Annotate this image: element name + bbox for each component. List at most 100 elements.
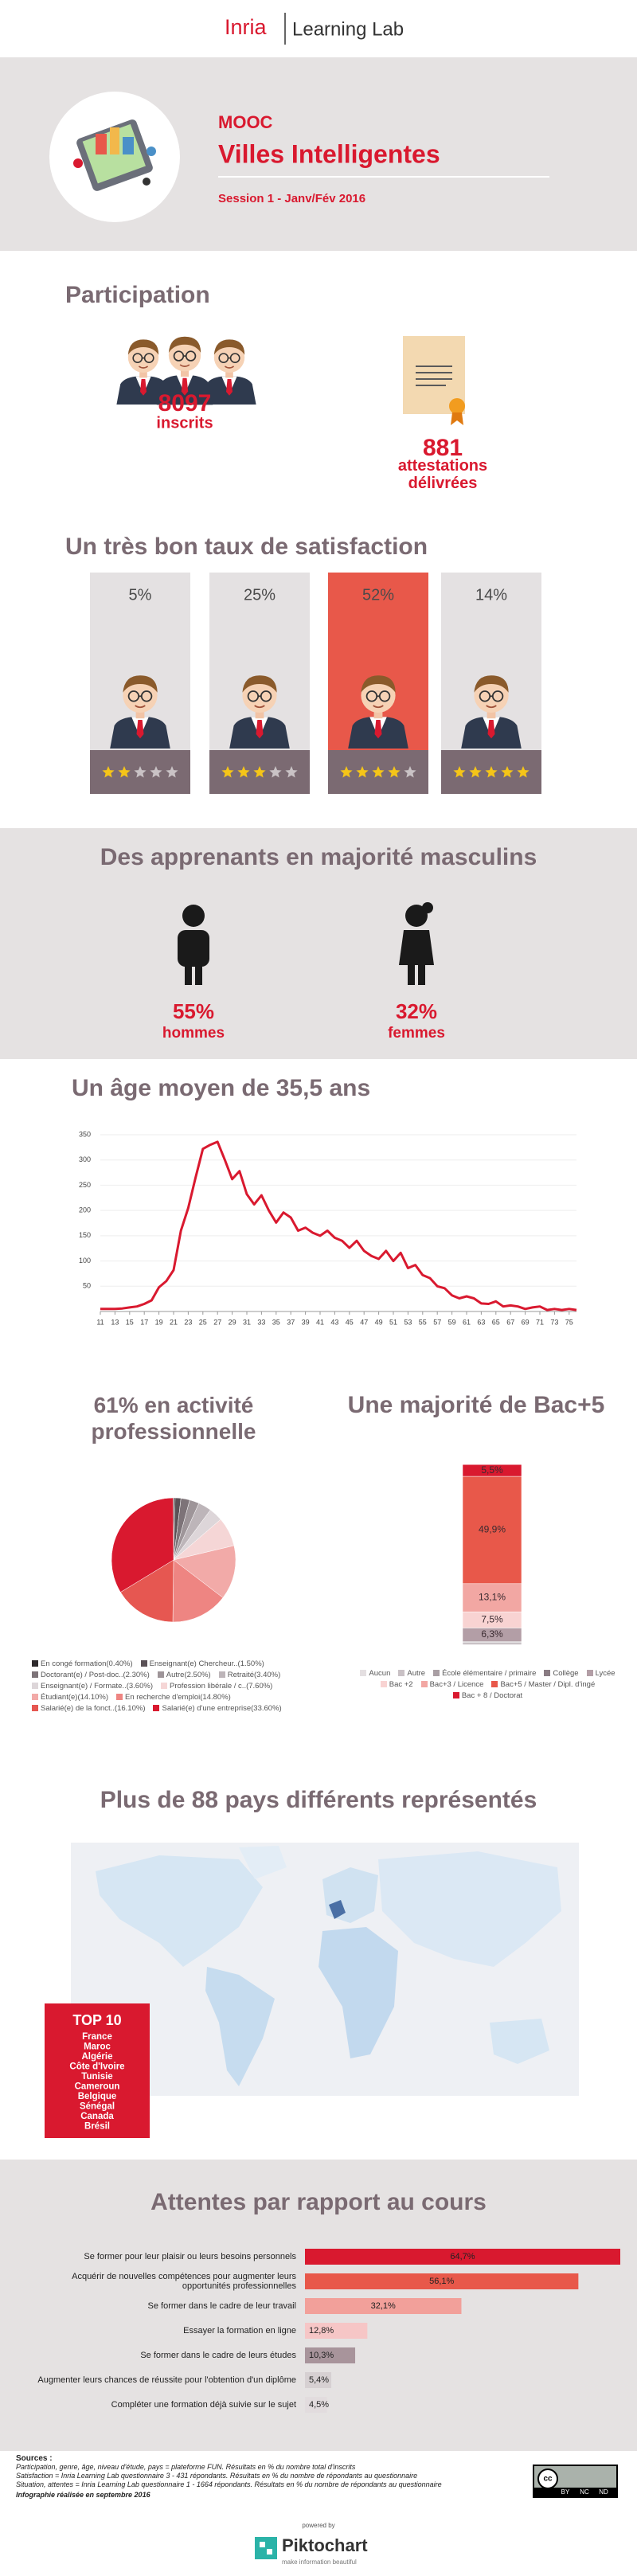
gender-value: 55% — [173, 999, 214, 1023]
bar — [305, 2273, 579, 2289]
x-tick-label: 75 — [565, 1318, 573, 1326]
section-title: Attentes par rapport au cours — [150, 2189, 487, 2215]
head — [405, 905, 428, 927]
legend-item: Bac + 8 / Doctorat — [452, 1691, 522, 1700]
x-tick-label: 39 — [302, 1318, 310, 1326]
bar-segment — [462, 1642, 522, 1645]
section-title: Participation — [65, 282, 210, 308]
x-tick-label: 33 — [257, 1318, 265, 1326]
x-tick-label: 21 — [170, 1318, 178, 1326]
piktochart-tagline: make information beautiful — [282, 2558, 357, 2566]
star-rating — [102, 766, 178, 778]
bar-segment — [462, 1464, 522, 1477]
legend-item: Autre — [398, 1669, 425, 1678]
pie-slice — [111, 1497, 174, 1593]
legend-item: Enseignant(e) / Formate..(3.60%) — [32, 1682, 153, 1691]
pie-slice — [173, 1545, 236, 1598]
x-tick-label: 71 — [536, 1318, 544, 1326]
x-tick-label: 63 — [477, 1318, 485, 1326]
bar-label: Se former dans le cadre de leurs études — [140, 2351, 296, 2360]
legend-swatch — [452, 1692, 459, 1698]
country-name: Cameroun — [75, 2082, 120, 2092]
value-label: 32,1% — [371, 2301, 396, 2311]
star — [166, 766, 178, 778]
piktochart-logo — [255, 2537, 277, 2559]
star — [453, 766, 466, 778]
dress — [399, 930, 434, 965]
x-tick-label: 15 — [126, 1318, 134, 1326]
brand: Inria — [225, 15, 268, 39]
bar-label: Essayer la formation en ligne — [183, 2326, 296, 2336]
segment-label: 49,9% — [479, 1524, 506, 1535]
legend-label: Enseignant(e) Chercheur..(1.50%) — [149, 1659, 264, 1668]
legend-item: Bac +2 — [380, 1680, 413, 1689]
x-tick-label: 67 — [506, 1318, 514, 1326]
legend-label: Enseignant(e) / Formate..(3.60%) — [41, 1682, 153, 1691]
x-tick-label: 13 — [111, 1318, 119, 1326]
value-label: 5,4% — [309, 2375, 329, 2385]
legend-label: Lycée — [595, 1669, 616, 1678]
legend-swatch — [160, 1683, 167, 1689]
legend-label: Retraité(3.40%) — [227, 1671, 281, 1679]
satisfaction-label: 25% — [244, 586, 276, 604]
legend-item: En recherche d'emploi(14.80%) — [116, 1693, 231, 1702]
x-tick-label: 31 — [243, 1318, 251, 1326]
legend-item: Profession libérale / c..(7.60%) — [160, 1682, 272, 1691]
y-tick-label: 300 — [79, 1155, 91, 1163]
banner-kicker: MOOC — [218, 112, 273, 132]
license-badge — [533, 2465, 618, 2498]
license-term: BY — [561, 2488, 570, 2496]
x-tick-label: 47 — [360, 1318, 368, 1326]
top-title: TOP 10 — [72, 2012, 121, 2028]
legend-label: En recherche d'emploi(14.80%) — [125, 1693, 231, 1702]
legend-item: Bac+5 / Master / Dipl. d'ingé — [491, 1680, 595, 1689]
y-tick-label: 250 — [79, 1181, 91, 1189]
legend-swatch — [140, 1660, 147, 1667]
sources-title: Sources : — [16, 2454, 53, 2463]
star-rating — [453, 766, 530, 778]
bar-label: Se former dans le cadre de leur travail — [147, 2301, 296, 2311]
legend-item: Salarié(e) de la fonct..(16.10%) — [32, 1704, 145, 1713]
source-line: Satisfaction = Inria Learning Lab questi… — [16, 2472, 418, 2480]
star — [102, 766, 115, 778]
x-tick-label: 59 — [448, 1318, 456, 1326]
star-rating — [221, 766, 298, 778]
x-tick-label: 19 — [155, 1318, 163, 1326]
x-tick-label: 37 — [287, 1318, 295, 1326]
bun — [422, 902, 433, 913]
country-name: Côte d'Ivoire — [69, 2062, 124, 2072]
legend-swatch — [586, 1670, 593, 1676]
section-title: Plus de 88 pays différents représentés — [100, 1787, 537, 1813]
gender-label: femmes — [388, 1025, 445, 1042]
legend-label: Bac+3 / Licence — [429, 1680, 484, 1689]
legend-swatch — [420, 1681, 428, 1687]
leg — [408, 960, 415, 985]
satisfaction-label: 52% — [362, 586, 394, 604]
y-tick-label: 200 — [79, 1206, 91, 1214]
bar-label: Augmenter leurs chances de réussite pour… — [37, 2375, 296, 2385]
section-title: Une majorité de Bac+5 — [348, 1392, 605, 1418]
x-tick-label: 51 — [389, 1318, 397, 1326]
segment-label: 13,1% — [479, 1592, 506, 1603]
star — [388, 766, 401, 778]
x-tick-label: 57 — [433, 1318, 441, 1326]
legend-label: Étudiant(e)(14.10%) — [41, 1693, 109, 1702]
legend-swatch — [116, 1694, 123, 1700]
legend: En congé formation(0.40%) Enseignant(e) C… — [32, 1659, 326, 1713]
leg — [195, 960, 202, 985]
y-tick-label: 350 — [79, 1130, 91, 1138]
star — [253, 766, 266, 778]
star — [404, 766, 416, 778]
product: Learning Lab — [292, 18, 404, 40]
legend-swatch — [32, 1671, 38, 1678]
certificate-icon — [403, 336, 465, 425]
y-tick-label: 100 — [79, 1257, 91, 1265]
x-tick-label: 35 — [272, 1318, 280, 1326]
star — [134, 766, 147, 778]
bar — [305, 2249, 620, 2265]
legend-item: Autre(2.50%) — [157, 1671, 211, 1679]
city-icon — [73, 119, 156, 191]
legend-item: Salarié(e) d'une entreprise(33.60%) — [153, 1704, 282, 1713]
world-map — [71, 1843, 579, 2096]
